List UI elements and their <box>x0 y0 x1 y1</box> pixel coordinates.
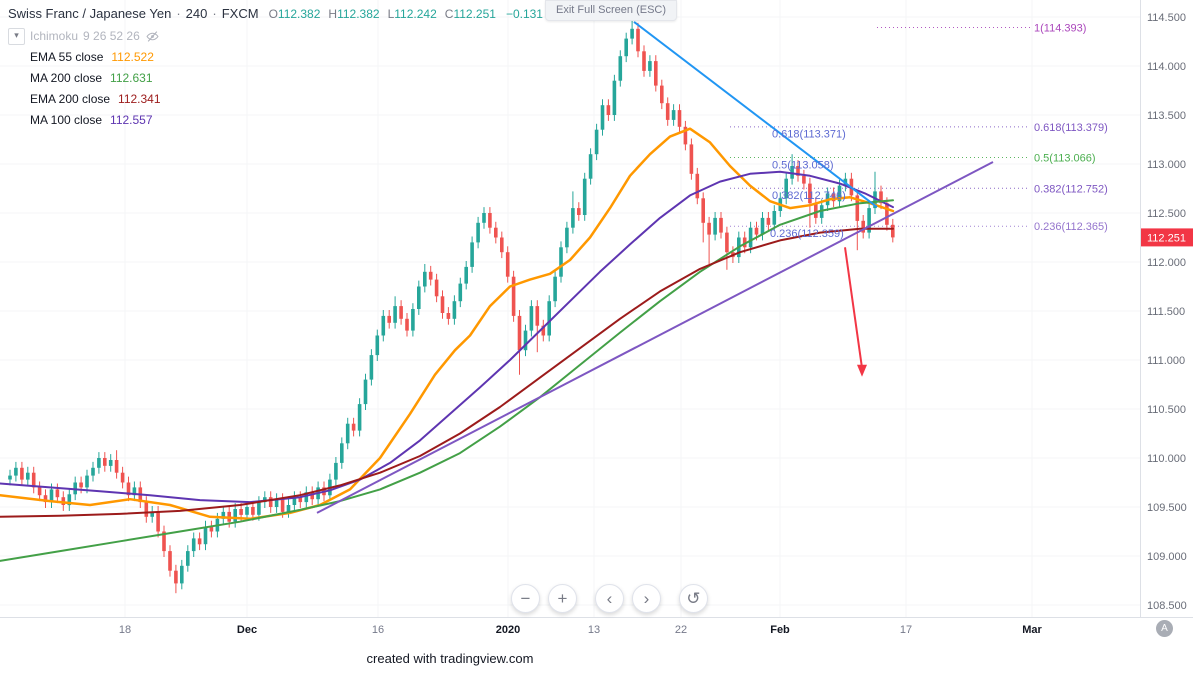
svg-text:0.382(112.752): 0.382(112.752) <box>1034 183 1108 195</box>
ma-line-ema55[interactable] <box>0 127 895 521</box>
svg-text:18: 18 <box>119 624 131 636</box>
indicator-value: 112.557 <box>110 113 153 127</box>
indicator-name: EMA 55 close <box>30 50 104 64</box>
svg-text:16: 16 <box>372 624 384 636</box>
zoom-in-button[interactable]: + <box>548 584 577 613</box>
svg-text:0.5(113.066): 0.5(113.066) <box>1034 153 1096 165</box>
fib-right-labels: 1(114.393) 0.618(113.379) 0.5(113.066) 0.38… <box>1034 23 1108 234</box>
svg-text:110.000: 110.000 <box>1147 453 1186 465</box>
indicator-name: MA 100 close <box>30 113 103 127</box>
chart-legend-header: Swiss Franc / Japanese Yen · 240 · FXCM … <box>8 6 595 21</box>
svg-text:0.236(112.359): 0.236(112.359) <box>770 228 844 240</box>
svg-text:114.000: 114.000 <box>1147 61 1186 73</box>
separator-dot: · <box>176 6 181 21</box>
open-value: 112.382 <box>277 7 321 21</box>
scroll-left-button[interactable]: ‹ <box>595 584 624 613</box>
svg-text:0.236(112.365): 0.236(112.365) <box>1034 221 1108 233</box>
svg-text:111.500: 111.500 <box>1147 306 1185 318</box>
indicator-value: 112.341 <box>118 92 161 106</box>
svg-text:Feb: Feb <box>770 624 790 636</box>
svg-text:17: 17 <box>900 624 912 636</box>
close-value: 112.251 <box>453 7 496 21</box>
fib-retracement-lines[interactable] <box>730 27 1030 227</box>
indicator-row-ichimoku[interactable]: ▾ Ichimoku 9 26 52 26 <box>8 27 160 45</box>
close-label: C <box>444 7 454 21</box>
svg-text:109.000: 109.000 <box>1147 551 1187 563</box>
svg-text:110.500: 110.500 <box>1147 404 1186 416</box>
svg-text:108.500: 108.500 <box>1147 600 1187 612</box>
svg-text:22: 22 <box>675 624 687 636</box>
visibility-off-icon[interactable] <box>145 30 160 43</box>
svg-text:114.500: 114.500 <box>1147 12 1186 24</box>
indicator-value: 112.522 <box>111 50 154 64</box>
svg-text:0.382(112.746): 0.382(112.746) <box>772 190 846 202</box>
indicator-row-ma200[interactable]: MA 200 close 112.631 <box>30 69 153 87</box>
attribution-text: created with tradingview.com <box>366 651 534 666</box>
svg-text:2020: 2020 <box>496 624 520 636</box>
chevron-down-icon[interactable]: ▾ <box>8 27 25 45</box>
indicator-name: Ichimoku <box>30 29 79 43</box>
high-value: 112.382 <box>337 7 380 21</box>
svg-text:1(114.393): 1(114.393) <box>1034 23 1086 35</box>
last-price-badge: 112.251 <box>1141 228 1193 247</box>
candlestick-series <box>8 19 895 594</box>
svg-text:Mar: Mar <box>1022 624 1042 636</box>
symbol-title[interactable]: Swiss Franc / Japanese Yen <box>8 6 172 21</box>
interval-label[interactable]: 240 <box>185 6 208 21</box>
indicator-name: EMA 200 close <box>30 92 111 106</box>
exit-fullscreen-tooltip: Exit Full Screen (ESC) <box>545 0 678 21</box>
low-value: 112.242 <box>394 7 437 21</box>
indicator-params: 9 26 52 26 <box>83 29 140 43</box>
chart-canvas[interactable]: 0.618(113.371) 0.5(113.058) 0.382(112.746)… <box>0 0 1193 648</box>
zoom-out-button[interactable]: − <box>511 584 540 613</box>
indicator-row-ema55[interactable]: EMA 55 close 112.522 <box>30 48 154 66</box>
indicator-row-ema200[interactable]: EMA 200 close 112.341 <box>30 90 161 108</box>
arrow-down-annotation[interactable] <box>844 247 867 377</box>
svg-text:112.251: 112.251 <box>1147 232 1186 244</box>
ma-line-ema200[interactable] <box>0 227 894 518</box>
svg-text:0.5(113.058): 0.5(113.058) <box>772 159 834 171</box>
price-axis[interactable]: 114.500 114.000 113.500 113.000 112.500 112.0… <box>1141 12 1193 612</box>
grid <box>0 0 1140 617</box>
indicator-value: 112.631 <box>110 71 153 85</box>
auto-scale-button[interactable]: A <box>1156 620 1173 637</box>
exchange-label: FXCM <box>221 6 259 21</box>
chart-nav-controls: − + ‹ › ↺ <box>511 584 708 613</box>
svg-text:109.500: 109.500 <box>1147 502 1187 514</box>
separator-dot: · <box>212 6 217 21</box>
ascending-trendline[interactable] <box>316 161 994 514</box>
descending-trendline[interactable] <box>633 21 878 208</box>
ma-line-ma100[interactable] <box>0 170 894 504</box>
svg-text:0.618(113.379): 0.618(113.379) <box>1034 122 1108 134</box>
fib-chart-labels: 0.618(113.371) 0.5(113.058) 0.382(112.746)… <box>770 129 846 240</box>
time-axis[interactable]: 18 Dec 16 2020 13 22 Feb 17 Mar <box>119 624 1043 636</box>
indicator-name: MA 200 close <box>30 71 103 85</box>
svg-text:13: 13 <box>588 624 600 636</box>
low-label: L <box>387 7 395 21</box>
indicator-row-ma100[interactable]: MA 100 close 112.557 <box>30 111 153 129</box>
scroll-right-button[interactable]: › <box>632 584 661 613</box>
open-label: O <box>268 7 278 21</box>
ma-line-ma200[interactable] <box>0 199 894 562</box>
svg-text:Dec: Dec <box>237 624 257 636</box>
reset-chart-button[interactable]: ↺ <box>679 584 708 613</box>
svg-text:0.618(113.371): 0.618(113.371) <box>772 129 846 141</box>
svg-text:113.000: 113.000 <box>1147 159 1186 171</box>
svg-text:112.000: 112.000 <box>1147 257 1186 269</box>
svg-text:112.500: 112.500 <box>1147 208 1186 220</box>
svg-text:113.500: 113.500 <box>1147 110 1186 122</box>
svg-text:111.000: 111.000 <box>1147 355 1185 367</box>
high-label: H <box>328 7 338 21</box>
